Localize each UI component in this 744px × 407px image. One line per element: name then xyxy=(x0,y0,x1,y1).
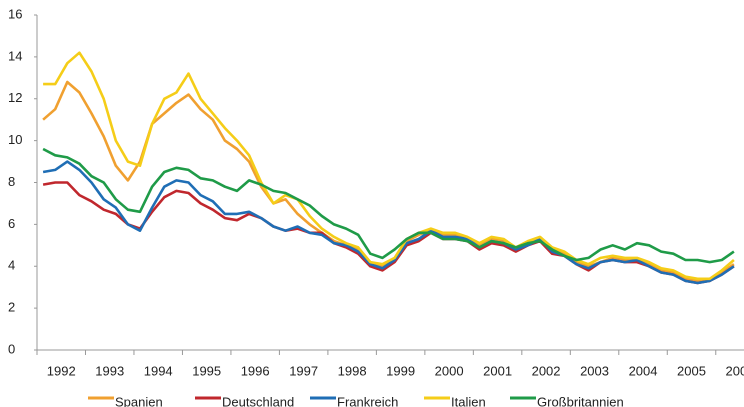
line-series xyxy=(42,147,735,264)
y-tick-label: 8 xyxy=(8,174,15,189)
x-tick-label: 2006 xyxy=(726,363,744,378)
x-tick-label: 1992 xyxy=(47,363,76,378)
x-tick-label: 1995 xyxy=(192,363,221,378)
x-tick-label: 1998 xyxy=(338,363,367,378)
legend-label: Italien xyxy=(451,394,486,407)
y-tick-label: 14 xyxy=(8,48,22,63)
legend-label: Deutschland xyxy=(222,394,294,407)
y-tick-label: 4 xyxy=(8,258,15,273)
x-tick-label: 2000 xyxy=(435,363,464,378)
x-tick-label: 1996 xyxy=(241,363,270,378)
x-tick-label: 2001 xyxy=(483,363,512,378)
legend-label: Spanien xyxy=(115,394,163,407)
y-tick-label: 6 xyxy=(8,216,15,231)
x-tick-label: 2002 xyxy=(532,363,561,378)
x-tick-label: 2004 xyxy=(629,363,658,378)
x-tick-label: 1993 xyxy=(95,363,124,378)
y-tick-label: 12 xyxy=(8,90,22,105)
x-tick-label: 1997 xyxy=(289,363,318,378)
line-series xyxy=(43,51,735,281)
y-tick-label: 2 xyxy=(8,300,15,315)
y-tick-label: 10 xyxy=(8,132,22,147)
x-tick-label: 1994 xyxy=(144,363,173,378)
x-tick-label: 1999 xyxy=(386,363,415,378)
legend-label: Großbritannien xyxy=(537,394,624,407)
y-tick-label: 16 xyxy=(8,6,22,21)
legend-label: Frankreich xyxy=(337,394,398,407)
line-series xyxy=(42,160,735,285)
x-tick-label: 2005 xyxy=(677,363,706,378)
line-series xyxy=(42,80,735,283)
y-tick-label: 0 xyxy=(8,341,15,356)
x-tick-label: 2003 xyxy=(580,363,609,378)
